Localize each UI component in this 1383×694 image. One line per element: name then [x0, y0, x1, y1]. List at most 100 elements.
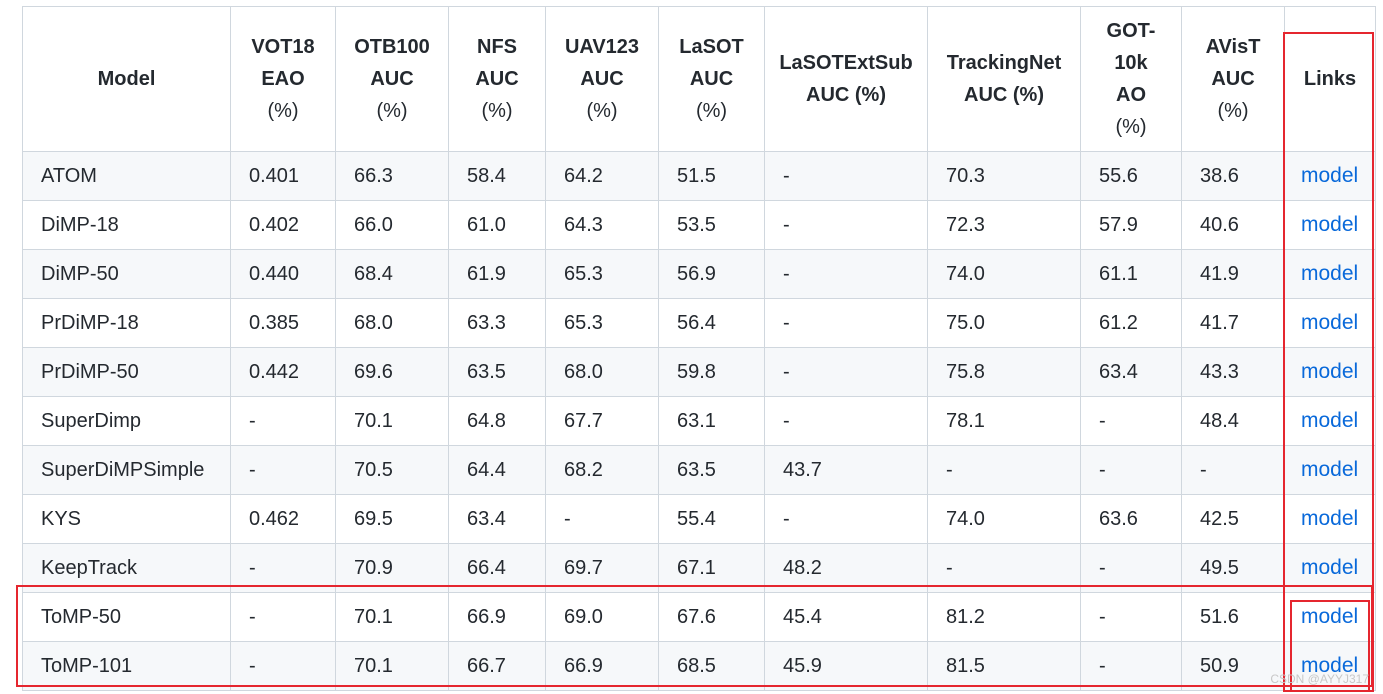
metric-cell: 50.9: [1181, 641, 1285, 691]
model-link[interactable]: model: [1301, 360, 1359, 383]
model-link[interactable]: model: [1301, 507, 1359, 530]
metric-cell: 0.385: [230, 298, 336, 348]
model-link[interactable]: model: [1301, 213, 1359, 236]
metric-cell: 43.3: [1181, 347, 1285, 397]
column-header: UAV123 AUC (%): [545, 6, 659, 152]
model-link[interactable]: model: [1301, 409, 1359, 432]
metric-cell: 38.6: [1181, 151, 1285, 201]
link-cell: model: [1284, 347, 1376, 397]
metric-cell: -: [1080, 641, 1182, 691]
metric-cell: 70.1: [335, 396, 449, 446]
metric-cell: -: [1080, 543, 1182, 593]
metric-cell: 55.4: [658, 494, 765, 544]
metric-cell: 59.8: [658, 347, 765, 397]
model-name-cell: PrDiMP-50: [22, 347, 231, 397]
metric-cell: 61.0: [448, 200, 546, 250]
metric-cell: -: [1080, 396, 1182, 446]
metric-cell: -: [1080, 445, 1182, 495]
metric-cell: -: [1080, 592, 1182, 642]
model-name-cell: ATOM: [22, 151, 231, 201]
metric-cell: 0.442: [230, 347, 336, 397]
metric-cell: 69.6: [335, 347, 449, 397]
table-body: ATOM 0.401 66.3 58.4 64.2 51.5-70.3 55.6 38.6 mo…: [22, 151, 1376, 691]
metric-cell: 68.5: [658, 641, 765, 691]
metric-cell: 64.4: [448, 445, 546, 495]
metric-cell: 64.2: [545, 151, 659, 201]
model-name-cell: SuperDiMPSimple: [22, 445, 231, 495]
metric-cell: 72.3: [927, 200, 1081, 250]
metric-cell: 78.1: [927, 396, 1081, 446]
model-name-cell: KeepTrack: [22, 543, 231, 593]
metric-cell: -: [230, 543, 336, 593]
table-header: Model VOT18 EAO (%) OTB100 AUC (%) NFS AUC (%) UAV…: [22, 6, 1376, 152]
metric-cell: 65.3: [545, 298, 659, 348]
metric-cell: 64.3: [545, 200, 659, 250]
table-row: PrDiMP-50 0.442 69.6 63.5 68.0 59.8-75.8 63.4 4…: [22, 347, 1376, 397]
model-link[interactable]: model: [1301, 262, 1359, 285]
column-header: VOT18 EAO (%): [230, 6, 336, 152]
column-header-unit: (%): [695, 100, 728, 122]
metric-cell: 70.1: [335, 641, 449, 691]
metric-cell: 65.3: [545, 249, 659, 299]
metric-cell: -: [230, 445, 336, 495]
model-link[interactable]: model: [1301, 605, 1359, 628]
model-link[interactable]: model: [1301, 164, 1359, 187]
metric-cell: 67.6: [658, 592, 765, 642]
metric-cell: -: [764, 151, 928, 201]
column-header: AVisT AUC (%): [1181, 6, 1285, 152]
metric-cell: 70.5: [335, 445, 449, 495]
model-link[interactable]: model: [1301, 654, 1359, 677]
link-cell: model: [1284, 543, 1376, 593]
model-name-cell: ToMP-101: [22, 641, 231, 691]
metric-cell: -: [764, 347, 928, 397]
column-header-line: EAO: [261, 68, 305, 90]
link-cell: model: [1284, 298, 1376, 348]
metric-cell: 63.1: [658, 396, 765, 446]
metric-cell: 68.2: [545, 445, 659, 495]
metric-cell: 57.9: [1080, 200, 1182, 250]
column-header: NFS AUC (%): [448, 6, 546, 152]
metric-cell: 63.6: [1080, 494, 1182, 544]
model-link[interactable]: model: [1301, 311, 1359, 334]
column-header-line: VOT18: [251, 36, 315, 58]
table-row: ATOM 0.401 66.3 58.4 64.2 51.5-70.3 55.6 38.6 mo…: [22, 151, 1376, 201]
model-name-cell: ToMP-50: [22, 592, 231, 642]
metric-cell: 67.1: [658, 543, 765, 593]
metric-cell: 75.0: [927, 298, 1081, 348]
model-name-cell: DiMP-18: [22, 200, 231, 250]
metric-cell: 41.9: [1181, 249, 1285, 299]
column-header-line: GOT-: [1106, 20, 1156, 42]
model-link[interactable]: model: [1301, 556, 1359, 579]
link-cell: model: [1284, 249, 1376, 299]
table-row: ToMP-50-70.1 66.9 69.0 67.6 45.4 81.2-51.6 mod…: [22, 592, 1376, 642]
link-cell: model: [1284, 396, 1376, 446]
model-link[interactable]: model: [1301, 458, 1359, 481]
column-header-unit: (%): [376, 100, 408, 122]
metric-cell: 42.5: [1181, 494, 1285, 544]
header-row: Model VOT18 EAO (%) OTB100 AUC (%) NFS AUC (%) UAV…: [22, 6, 1376, 152]
metric-cell: 56.4: [658, 298, 765, 348]
metric-cell: 66.0: [335, 200, 449, 250]
column-header-line: Model: [97, 68, 156, 90]
metric-cell: -: [764, 200, 928, 250]
column-header-line: AUC: [580, 68, 624, 90]
metric-cell: 58.4: [448, 151, 546, 201]
metric-cell: 70.9: [335, 543, 449, 593]
metric-cell: 40.6: [1181, 200, 1285, 250]
column-header: Model: [22, 6, 231, 152]
metric-cell: 66.9: [545, 641, 659, 691]
metric-cell: -: [927, 543, 1081, 593]
metric-cell: 74.0: [927, 249, 1081, 299]
column-header-unit: (%): [267, 100, 299, 122]
table-row: DiMP-18 0.402 66.0 61.0 64.3 53.5-72.3 57.9 40.…: [22, 200, 1376, 250]
metric-cell: -: [764, 298, 928, 348]
column-header-line: AUC: [370, 68, 414, 90]
metric-cell: -: [764, 396, 928, 446]
column-header-line: AUC (%): [964, 84, 1044, 106]
metric-cell: 48.4: [1181, 396, 1285, 446]
column-header-line: AO: [1116, 84, 1146, 106]
metric-cell: 70.3: [927, 151, 1081, 201]
column-header: OTB100 AUC (%): [335, 6, 449, 152]
table-row: SuperDiMPSimple -70.5 64.4 68.2 63.5 43.7- - - m…: [22, 445, 1376, 495]
column-header-unit: (%): [481, 100, 513, 122]
